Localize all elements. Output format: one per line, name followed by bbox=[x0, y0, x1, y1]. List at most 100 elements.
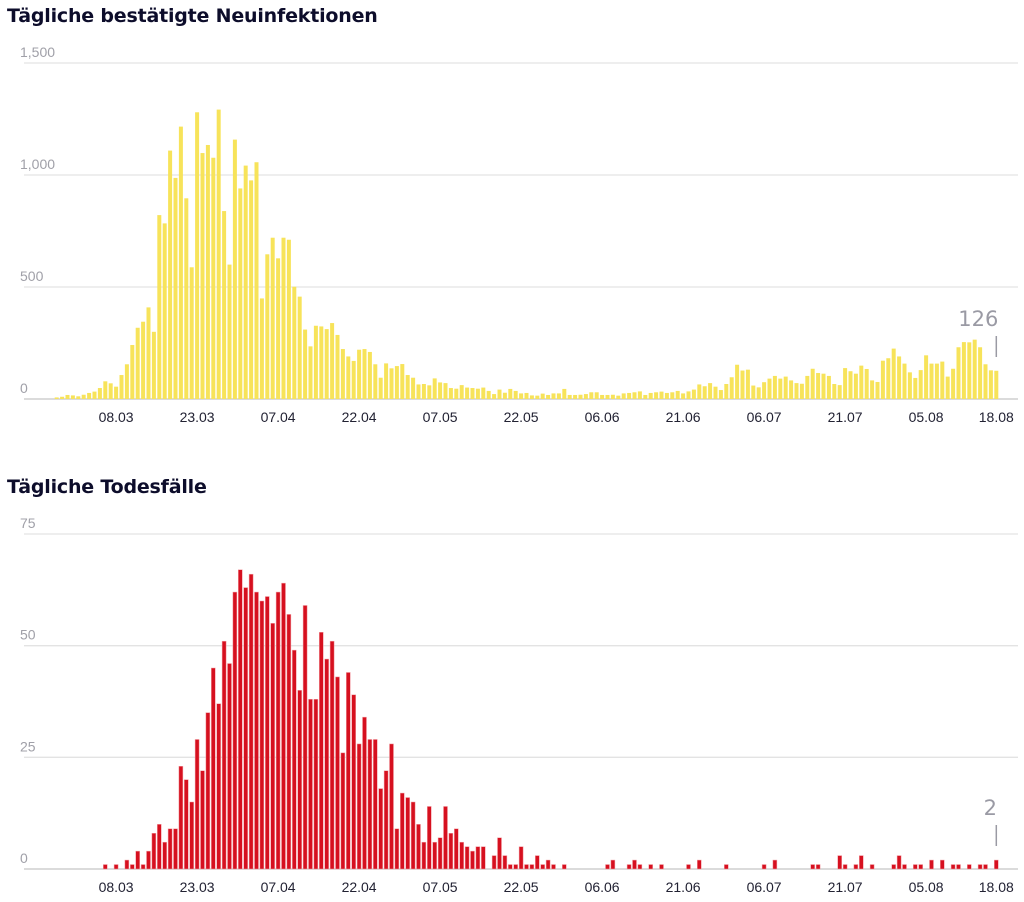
bar[interactable] bbox=[60, 396, 65, 399]
bar[interactable] bbox=[913, 864, 918, 870]
bar[interactable] bbox=[637, 864, 643, 870]
bar[interactable] bbox=[697, 859, 702, 870]
bar[interactable] bbox=[346, 356, 351, 399]
bar[interactable] bbox=[432, 378, 437, 399]
bar[interactable] bbox=[329, 640, 335, 870]
bar[interactable] bbox=[573, 394, 578, 399]
bar[interactable] bbox=[853, 373, 858, 399]
bar[interactable] bbox=[103, 864, 108, 870]
bar[interactable] bbox=[556, 393, 561, 399]
bar[interactable] bbox=[810, 368, 815, 399]
bar[interactable] bbox=[940, 859, 945, 870]
bar[interactable] bbox=[421, 383, 426, 399]
bar[interactable] bbox=[859, 365, 864, 399]
bar[interactable] bbox=[151, 331, 156, 399]
bar[interactable] bbox=[65, 394, 70, 399]
bar[interactable] bbox=[783, 376, 788, 399]
bar[interactable] bbox=[140, 864, 146, 870]
bar[interactable] bbox=[956, 864, 961, 870]
bar[interactable] bbox=[929, 859, 934, 870]
bar[interactable] bbox=[259, 298, 264, 399]
bar[interactable] bbox=[76, 396, 81, 399]
bar[interactable] bbox=[178, 126, 183, 399]
bar[interactable] bbox=[589, 392, 594, 399]
bar[interactable] bbox=[222, 211, 227, 399]
bar[interactable] bbox=[594, 392, 599, 399]
bar[interactable] bbox=[664, 392, 669, 399]
bar[interactable] bbox=[643, 394, 648, 399]
bar[interactable] bbox=[632, 859, 637, 870]
bar[interactable] bbox=[286, 614, 292, 870]
bar[interactable] bbox=[875, 381, 880, 399]
bar[interactable] bbox=[443, 383, 448, 399]
bar[interactable] bbox=[357, 349, 362, 399]
bar[interactable] bbox=[897, 356, 902, 399]
bar[interactable] bbox=[648, 392, 653, 399]
bar[interactable] bbox=[562, 388, 567, 399]
bar[interactable] bbox=[243, 587, 248, 870]
bar[interactable] bbox=[988, 370, 993, 399]
bar[interactable] bbox=[626, 864, 632, 870]
bar[interactable] bbox=[324, 329, 329, 399]
bar[interactable] bbox=[837, 855, 842, 870]
bar[interactable] bbox=[859, 855, 864, 870]
bar[interactable] bbox=[870, 380, 875, 399]
bar[interactable] bbox=[918, 864, 923, 870]
bar[interactable] bbox=[437, 837, 443, 870]
bar[interactable] bbox=[351, 360, 356, 399]
bar[interactable] bbox=[313, 699, 319, 870]
bar[interactable] bbox=[502, 855, 508, 870]
bar[interactable] bbox=[632, 392, 637, 399]
bar[interactable] bbox=[81, 394, 86, 399]
bar[interactable] bbox=[211, 667, 216, 870]
bar[interactable] bbox=[248, 573, 254, 870]
bar[interactable] bbox=[438, 382, 443, 399]
bar[interactable] bbox=[367, 739, 373, 870]
bar[interactable] bbox=[805, 375, 810, 399]
bar[interactable] bbox=[972, 339, 977, 399]
bar[interactable] bbox=[605, 394, 610, 399]
bar[interactable] bbox=[767, 378, 772, 399]
bar[interactable] bbox=[659, 391, 664, 399]
bar[interactable] bbox=[362, 716, 367, 870]
bar[interactable] bbox=[113, 864, 119, 870]
bar[interactable] bbox=[194, 739, 200, 870]
bar[interactable] bbox=[238, 569, 243, 870]
bar[interactable] bbox=[351, 694, 356, 870]
bar[interactable] bbox=[205, 144, 210, 399]
bar[interactable] bbox=[367, 351, 372, 399]
bar[interactable] bbox=[184, 779, 189, 870]
bar[interactable] bbox=[513, 864, 518, 870]
bar[interactable] bbox=[843, 368, 848, 399]
bar[interactable] bbox=[146, 307, 151, 399]
bar[interactable] bbox=[92, 391, 97, 399]
bar[interactable] bbox=[151, 833, 157, 870]
bar[interactable] bbox=[200, 770, 205, 870]
bar[interactable] bbox=[162, 223, 167, 399]
bar[interactable] bbox=[303, 329, 308, 399]
bar[interactable] bbox=[545, 859, 551, 870]
bar[interactable] bbox=[697, 384, 702, 399]
bar[interactable] bbox=[168, 150, 173, 399]
bar[interactable] bbox=[940, 361, 945, 399]
bar[interactable] bbox=[216, 703, 221, 870]
bar[interactable] bbox=[465, 387, 470, 399]
bar[interactable] bbox=[524, 392, 529, 399]
bar[interactable] bbox=[891, 348, 896, 399]
bar[interactable] bbox=[929, 363, 934, 399]
bar[interactable] bbox=[340, 349, 345, 399]
bar[interactable] bbox=[173, 828, 178, 870]
bar[interactable] bbox=[977, 864, 983, 870]
bar[interactable] bbox=[254, 162, 259, 399]
bar[interactable] bbox=[902, 864, 907, 870]
bar[interactable] bbox=[221, 640, 227, 870]
bar[interactable] bbox=[907, 372, 912, 399]
bar[interactable] bbox=[356, 743, 362, 870]
bar[interactable] bbox=[848, 371, 853, 399]
bar[interactable] bbox=[108, 383, 113, 399]
bar[interactable] bbox=[810, 864, 815, 870]
bar[interactable] bbox=[789, 380, 794, 399]
bar[interactable] bbox=[114, 386, 119, 399]
bar[interactable] bbox=[292, 649, 297, 870]
bar[interactable] bbox=[421, 841, 427, 870]
